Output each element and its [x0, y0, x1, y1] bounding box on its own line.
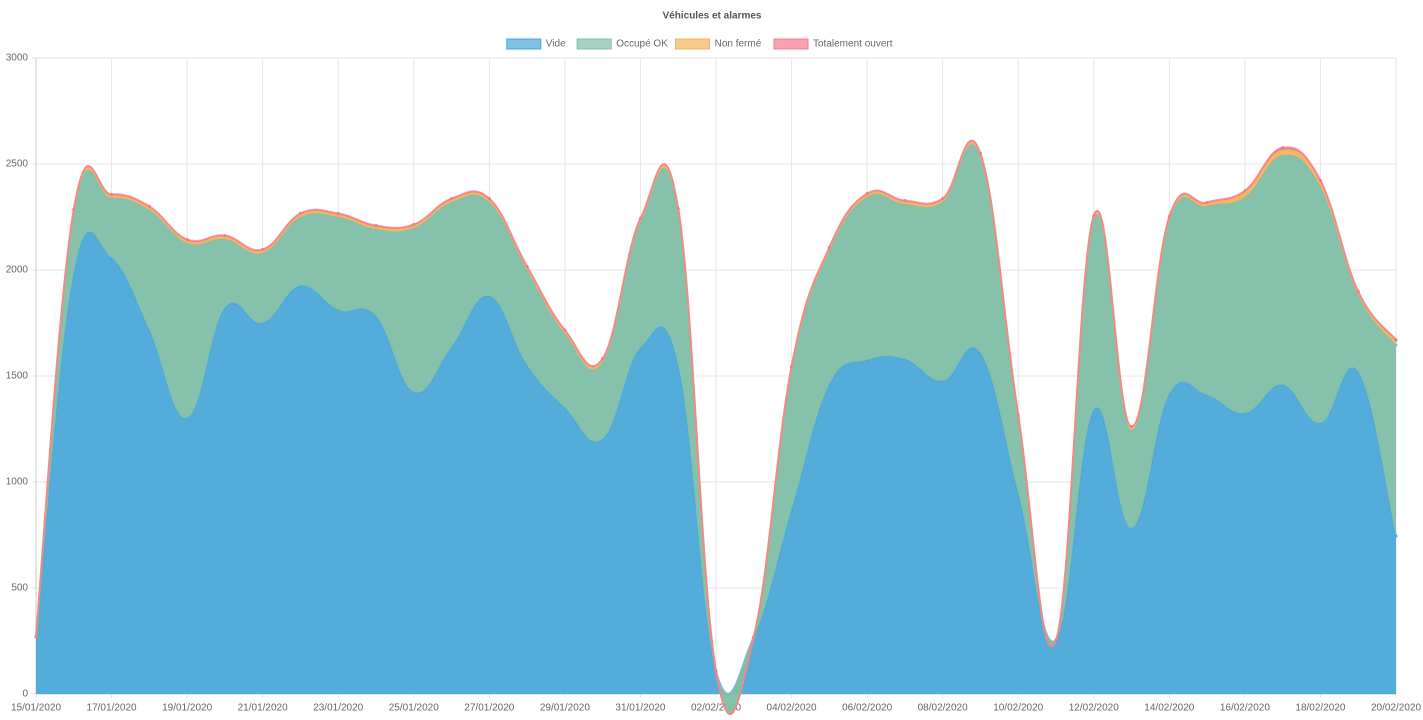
- chart-title: Véhicules et alarmes: [663, 11, 762, 22]
- y-tick-label: 2000: [6, 265, 29, 276]
- area: [36, 231, 1396, 694]
- point: [1205, 200, 1209, 204]
- x-tick-label: 27/01/2020: [464, 703, 514, 714]
- y-tick-label: 1500: [6, 371, 29, 382]
- x-tick-label: 19/01/2020: [162, 703, 212, 714]
- y-tick-label: 0: [22, 689, 28, 700]
- x-tick-label: 21/01/2020: [238, 703, 288, 714]
- point: [412, 222, 416, 226]
- point: [601, 356, 605, 360]
- y-tick-label: 500: [11, 583, 28, 594]
- point: [261, 247, 265, 251]
- point: [1016, 413, 1020, 417]
- y-tick-label: 3000: [6, 53, 29, 64]
- point: [1167, 214, 1171, 218]
- point: [1092, 214, 1096, 218]
- point: [1356, 289, 1360, 293]
- x-tick-label: 08/02/2020: [918, 703, 968, 714]
- point: [790, 364, 794, 368]
- point: [72, 207, 76, 211]
- legend-swatch: [576, 38, 612, 50]
- legend-label: Occupé OK: [616, 39, 668, 50]
- point: [185, 237, 189, 241]
- point: [827, 245, 831, 249]
- point: [110, 192, 114, 196]
- point: [903, 198, 907, 202]
- point: [752, 635, 756, 639]
- point: [34, 635, 38, 639]
- point: [1318, 179, 1322, 183]
- point: [941, 197, 945, 201]
- x-tick-label: 04/02/2020: [767, 703, 817, 714]
- area-line: [35, 230, 1397, 695]
- point: [525, 264, 529, 268]
- point: [563, 328, 567, 332]
- x-tick-label: 31/01/2020: [615, 703, 665, 714]
- y-tick-label: 1000: [6, 477, 29, 488]
- legend-label: Non fermé: [715, 39, 762, 50]
- x-tick-label: 17/01/2020: [87, 703, 137, 714]
- x-tick-label: 20/02/2020: [1371, 703, 1421, 714]
- x-tick-label: 02/02/2020: [691, 703, 741, 714]
- point: [1281, 146, 1285, 150]
- y-tick-label: 2500: [6, 159, 29, 170]
- area: [36, 144, 1396, 714]
- point: [223, 233, 227, 237]
- point: [1054, 638, 1058, 642]
- x-tick-label: 06/02/2020: [842, 703, 892, 714]
- point: [978, 151, 982, 155]
- legend-swatch: [506, 38, 542, 50]
- x-tick-label: 23/01/2020: [313, 703, 363, 714]
- x-tick-label: 16/02/2020: [1220, 703, 1270, 714]
- point: [487, 197, 491, 201]
- x-tick-label: 15/01/2020: [11, 703, 61, 714]
- point: [298, 211, 302, 215]
- point: [374, 223, 378, 227]
- x-tick-label: 14/02/2020: [1144, 703, 1194, 714]
- x-tick-label: 25/01/2020: [389, 703, 439, 714]
- x-tick-label: 10/02/2020: [993, 703, 1043, 714]
- x-tick-label: 29/01/2020: [540, 703, 590, 714]
- point: [676, 207, 680, 211]
- point: [450, 197, 454, 201]
- point: [865, 191, 869, 195]
- legend-label: Totalement ouvert: [813, 39, 893, 50]
- legend-swatch: [773, 38, 809, 50]
- point: [1243, 189, 1247, 193]
- legend-swatch: [675, 38, 711, 50]
- legend-label: Vide: [546, 39, 566, 50]
- point: [147, 204, 151, 208]
- point: [336, 211, 340, 215]
- x-tick-label: 12/02/2020: [1069, 703, 1119, 714]
- x-tick-label: 18/02/2020: [1295, 703, 1345, 714]
- point: [1394, 338, 1398, 342]
- point: [1130, 424, 1134, 428]
- point: [714, 669, 718, 673]
- point: [638, 216, 642, 220]
